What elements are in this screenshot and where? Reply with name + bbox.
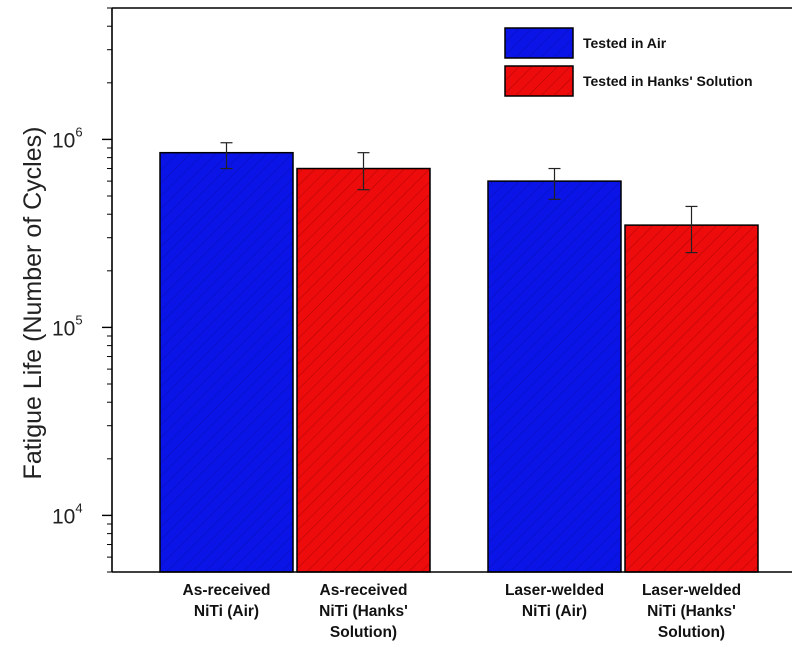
y-tick-label: 106 <box>52 124 83 152</box>
x-category-label-line: NiTi (Air) <box>522 603 587 620</box>
y-axis-label: Fatigue Life (Number of Cycles) <box>19 127 47 480</box>
x-category-label-line: Laser-welded <box>505 582 604 599</box>
x-category-label-line: NiTi (Hanks' <box>647 603 736 620</box>
legend-swatch-air-hatch <box>505 28 573 58</box>
y-tick-label: 104 <box>52 500 83 528</box>
x-category-label-line: NiTi (Air) <box>194 603 259 620</box>
y-tick-base: 10 <box>52 505 75 528</box>
y-tick-exponent: 5 <box>75 312 82 327</box>
x-category-label-line: As-received <box>320 582 408 599</box>
y-tick-label: 105 <box>52 312 83 340</box>
error-bars-layer <box>220 142 698 254</box>
plot-frame <box>111 7 792 573</box>
x-category-label-line: As-received <box>183 582 271 599</box>
x-category-labels: As-received NiTi (Air) As-received NiTi (Ha… <box>183 582 741 641</box>
bar-hatch <box>160 152 293 572</box>
bar-hatch <box>297 168 430 572</box>
legend-label-hanks: Tested in Hanks' Solution <box>583 73 753 89</box>
y-tick-base: 10 <box>52 129 75 152</box>
x-category-label: Laser-welded NiTi (Hanks' Solution) <box>642 582 741 641</box>
y-tick-exponent: 4 <box>75 500 82 515</box>
bar-hatch <box>488 181 621 572</box>
x-category-label: As-received NiTi (Hanks' Solution) <box>319 582 408 641</box>
x-category-label: As-received NiTi (Air) <box>183 582 271 620</box>
legend: Tested in Air Tested in Hanks' Solution <box>504 27 753 97</box>
y-tick-exponent: 6 <box>75 124 82 139</box>
x-category-label-line: Solution) <box>330 624 397 641</box>
legend-label-air: Tested in Air <box>583 35 667 51</box>
bars-layer <box>159 151 759 573</box>
y-tick-base: 10 <box>52 317 75 340</box>
x-category-label: Laser-welded NiTi (Air) <box>505 582 604 620</box>
x-category-label-line: NiTi (Hanks' <box>319 603 408 620</box>
legend-swatch-hanks-hatch <box>505 66 573 96</box>
x-category-label-line: Laser-welded <box>642 582 741 599</box>
x-category-label-line: Solution) <box>658 624 725 641</box>
bar-hatch <box>625 225 758 572</box>
